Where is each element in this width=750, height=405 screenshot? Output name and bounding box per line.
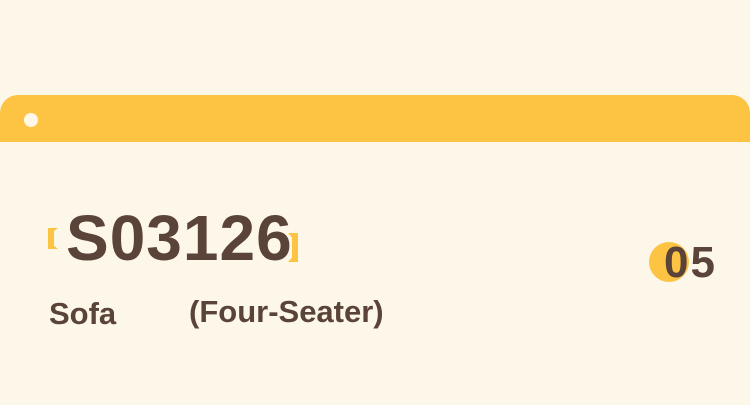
header-dot-icon	[24, 113, 38, 127]
item-number: 05	[664, 238, 717, 287]
number-circle-icon	[649, 242, 689, 282]
right-bracket-icon	[288, 233, 298, 262]
item-variant: (Four-Seater)	[189, 294, 384, 329]
item-name: Sofa	[49, 296, 117, 331]
left-bracket-icon	[48, 228, 58, 249]
item-code: S03126	[66, 202, 293, 274]
header-bar	[0, 95, 750, 142]
